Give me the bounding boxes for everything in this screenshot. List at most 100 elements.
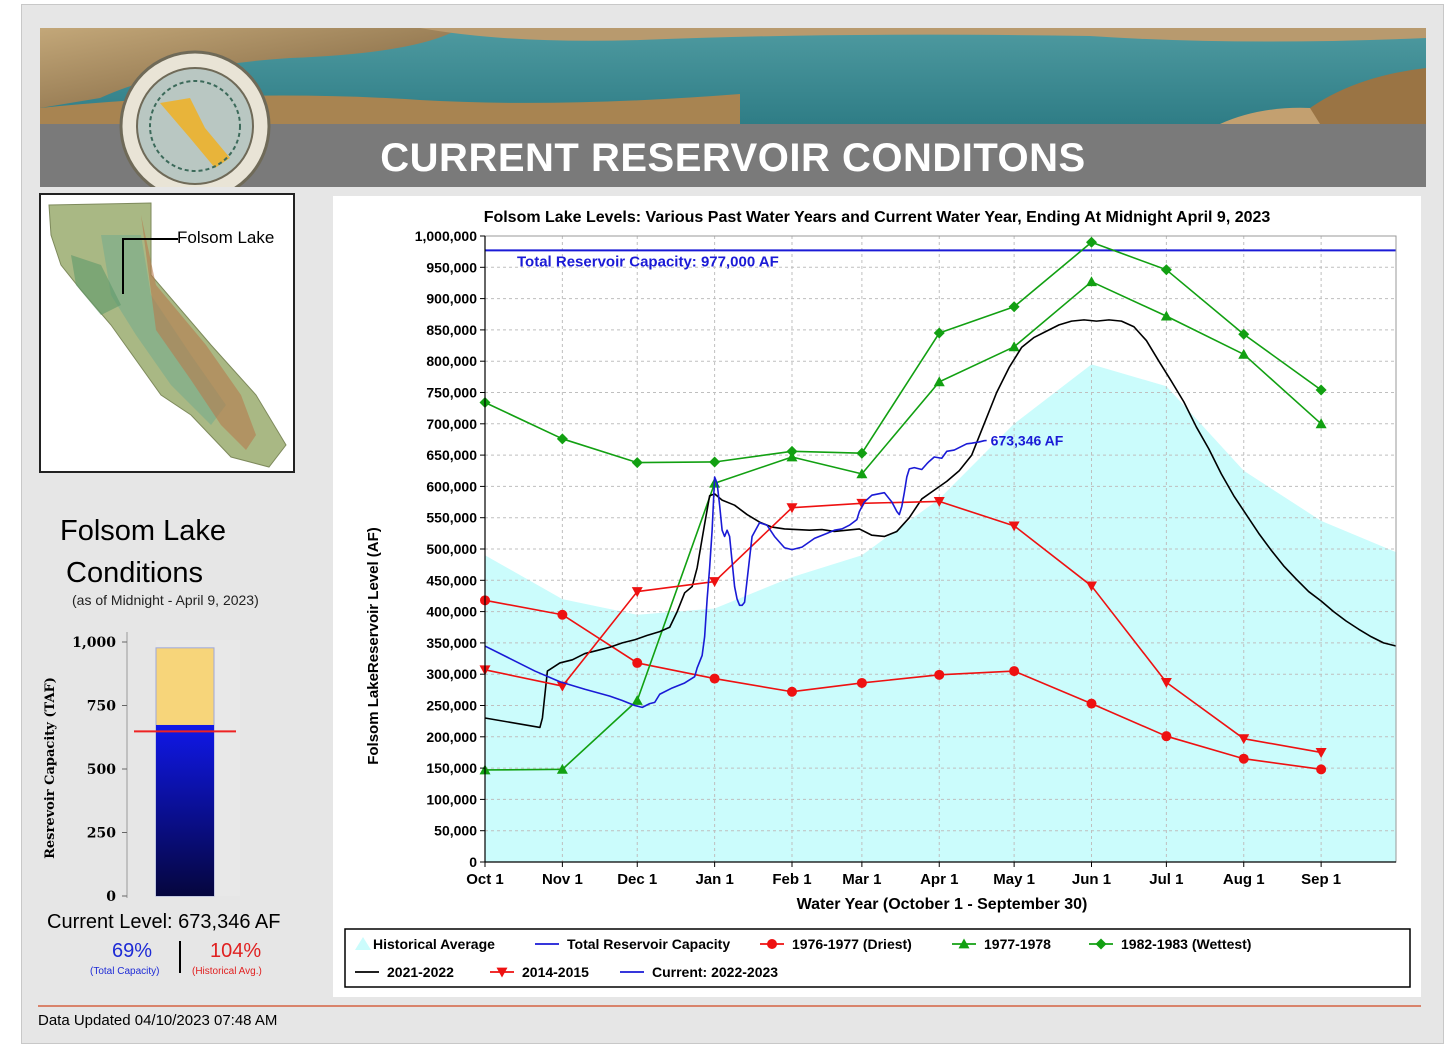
legend-item-total-reservoir-capacity: Total Reservoir Capacity bbox=[535, 936, 730, 952]
conditions-subtitle: (as of Midnight - April 9, 2023) bbox=[72, 592, 259, 608]
y-tick-label: 0 bbox=[469, 854, 477, 870]
conditions-title: Folsom Lake Conditions bbox=[60, 510, 226, 594]
conditions-title-line2: Conditions bbox=[66, 557, 204, 589]
data-point-1976-1977-driest bbox=[632, 657, 643, 668]
data-updated-text: Data Updated 04/10/2023 07:48 AM bbox=[38, 1012, 278, 1029]
legend-label: Historical Average bbox=[373, 936, 495, 952]
capacity-gauge: Resrevoir Capacity (TAF) 1,000 750 500 250 0 bbox=[43, 632, 240, 905]
header-banner: CURRENT RESERVOIR CONDITONS bbox=[40, 28, 1426, 187]
reservoir-level-chart: Folsom Lake Levels: Various Past Water Y… bbox=[344, 209, 1411, 988]
data-point-1977-1978 bbox=[856, 468, 868, 479]
capacity-label: Total Reservoir Capacity: 977,000 AF bbox=[517, 253, 779, 270]
data-point-1982-1983-wettest bbox=[556, 433, 568, 445]
y-tick-label: 1,000,000 bbox=[415, 228, 477, 244]
gauge-tick-label: 250 bbox=[87, 826, 116, 842]
data-point-1976-1977-driest bbox=[1238, 753, 1249, 764]
data-point-1977-1978 bbox=[933, 376, 945, 387]
data-point-1982-1983-wettest bbox=[1238, 328, 1250, 340]
legend-label: Current: 2022-2023 bbox=[652, 964, 778, 980]
data-point-1982-1983-wettest bbox=[1008, 301, 1020, 313]
x-tick-label: Feb 1 bbox=[772, 871, 811, 888]
series-line-current-2022-2023 bbox=[484, 439, 987, 709]
data-point-1982-1983-wettest bbox=[856, 447, 868, 459]
legend-label: 2021-2022 bbox=[387, 964, 454, 980]
data-point-2014-2015 bbox=[933, 497, 945, 507]
legend-marker bbox=[1095, 938, 1107, 950]
y-tick-label: 850,000 bbox=[426, 322, 477, 338]
data-point-1977-1978 bbox=[1086, 276, 1098, 287]
x-tick-label: Jan 1 bbox=[695, 871, 733, 888]
data-point-1976-1977-driest bbox=[1316, 764, 1327, 775]
data-point-1982-1983-wettest bbox=[1086, 236, 1098, 248]
x-tick-label: Nov 1 bbox=[542, 871, 583, 888]
data-point-1977-1978 bbox=[556, 763, 568, 774]
data-point-1977-1978 bbox=[1160, 310, 1172, 321]
legend-item-1982-1983-wettest: 1982-1983 (Wettest) bbox=[1089, 936, 1251, 952]
data-point-2014-2015 bbox=[786, 503, 798, 514]
pct-capacity-label: (Total Capacity) bbox=[90, 966, 160, 977]
x-tick-label: May 1 bbox=[993, 871, 1035, 888]
gauge-tick-label: 0 bbox=[106, 889, 116, 905]
x-tick-label: Aug 1 bbox=[1223, 871, 1265, 888]
data-point-1982-1983-wettest bbox=[1315, 384, 1327, 396]
y-tick-label: 450,000 bbox=[426, 572, 477, 588]
y-tick-label: 100,000 bbox=[426, 791, 477, 807]
data-point-1976-1977-driest bbox=[856, 677, 867, 688]
series-line-1982-1983-wettest bbox=[484, 241, 1322, 464]
legend-item-1977-1978: 1977-1978 bbox=[952, 936, 1051, 952]
x-tick-label: Jul 1 bbox=[1149, 871, 1183, 888]
legend-item-1976-1977-driest: 1976-1977 (Driest) bbox=[760, 936, 912, 952]
data-point-1976-1977-driest bbox=[934, 669, 945, 680]
lake-photo bbox=[40, 28, 1426, 187]
legend-label: 1977-1978 bbox=[984, 936, 1051, 952]
y-tick-label: 800,000 bbox=[426, 353, 477, 369]
y-tick-label: 200,000 bbox=[426, 729, 477, 745]
pct-historical-value: 104% bbox=[210, 940, 262, 962]
data-point-2014-2015 bbox=[1008, 521, 1020, 532]
footer-divider bbox=[38, 1005, 1421, 1007]
y-tick-label: 150,000 bbox=[426, 760, 477, 776]
legend-item-2021-2022: 2021-2022 bbox=[355, 964, 454, 980]
y-tick-label: 900,000 bbox=[426, 291, 477, 307]
legend-item-historical-average: Historical Average bbox=[355, 936, 495, 952]
gauge-tick-label: 750 bbox=[87, 699, 116, 715]
data-point-1977-1978 bbox=[1008, 341, 1020, 352]
data-point-2014-2015 bbox=[631, 587, 643, 598]
y-tick-label: 400,000 bbox=[426, 604, 477, 620]
conditions-title-line1: Folsom Lake bbox=[60, 515, 227, 547]
data-point-2014-2015 bbox=[1160, 677, 1172, 688]
map-label: Folsom Lake bbox=[177, 228, 275, 247]
data-point-1976-1977-driest bbox=[1009, 666, 1020, 677]
y-tick-label: 550,000 bbox=[426, 510, 477, 526]
y-axis-label: Folsom LakeReservoir Level (AF) bbox=[365, 527, 382, 765]
legend-marker bbox=[767, 939, 777, 949]
x-tick-label: Mar 1 bbox=[842, 871, 881, 888]
x-tick-label: Apr 1 bbox=[920, 871, 958, 888]
data-point-2014-2015 bbox=[1238, 734, 1250, 745]
data-point-1977-1978 bbox=[1315, 418, 1327, 429]
y-tick-label: 350,000 bbox=[426, 635, 477, 651]
x-axis-label: Water Year (October 1 - September 30) bbox=[797, 896, 1088, 913]
pct-historical-label: (Historical Avg.) bbox=[192, 966, 262, 977]
data-point-2014-2015 bbox=[1086, 581, 1098, 592]
data-point-1982-1983-wettest bbox=[933, 327, 945, 339]
legend-marker bbox=[958, 938, 970, 949]
data-point-2014-2015 bbox=[556, 681, 568, 692]
y-tick-label: 250,000 bbox=[426, 698, 477, 714]
legend-label: Total Reservoir Capacity bbox=[567, 936, 730, 952]
x-tick-label: Sep 1 bbox=[1301, 871, 1341, 888]
pct-capacity-value: 69% bbox=[112, 940, 153, 962]
data-point-1982-1983-wettest bbox=[1160, 264, 1172, 276]
y-tick-label: 500,000 bbox=[426, 541, 477, 557]
series-line-2014-2015 bbox=[484, 500, 1322, 754]
dwr-seal-icon bbox=[119, 50, 271, 187]
gauge-tick-label: 1,000 bbox=[72, 635, 116, 651]
data-point-1977-1978 bbox=[1238, 348, 1250, 359]
data-point-1982-1983-wettest bbox=[709, 456, 721, 468]
data-point-1976-1977-driest bbox=[786, 686, 797, 697]
gauge-y-axis-label: Resrevoir Capacity (TAF) bbox=[43, 677, 58, 859]
pct-divider bbox=[179, 941, 181, 973]
y-tick-label: 750,000 bbox=[426, 385, 477, 401]
legend-label: 2014-2015 bbox=[522, 964, 589, 980]
y-tick-label: 650,000 bbox=[426, 447, 477, 463]
